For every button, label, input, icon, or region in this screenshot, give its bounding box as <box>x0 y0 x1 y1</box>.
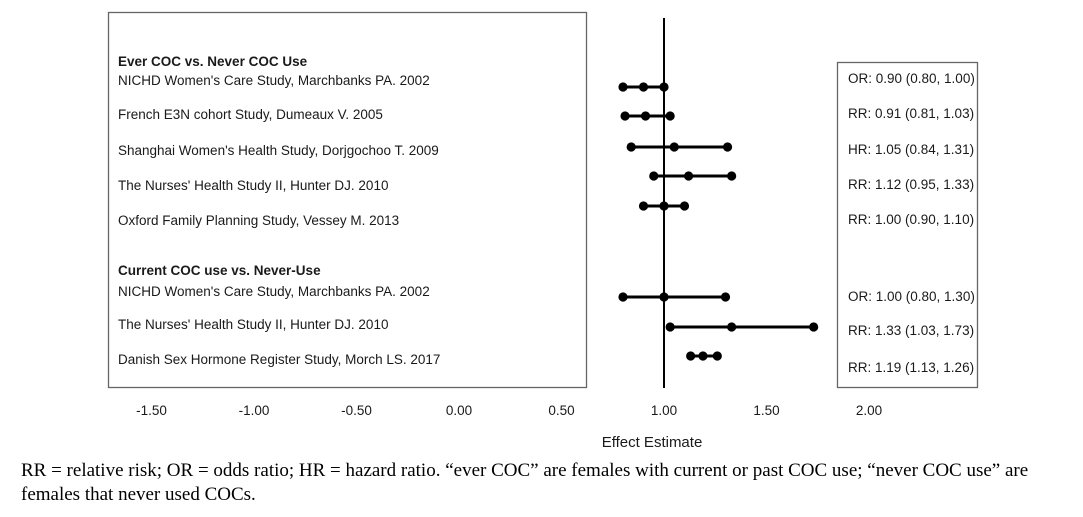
point-estimate <box>698 351 708 361</box>
ci-upper-point <box>727 171 737 181</box>
estimate-label: RR: 1.19 (1.13, 1.26) <box>848 360 974 375</box>
group-title: Current COC use vs. Never-Use <box>118 263 321 278</box>
point-estimate <box>669 142 679 152</box>
ci-upper-point <box>712 351 722 361</box>
ci-lower-point <box>618 292 628 302</box>
estimate-label: RR: 0.91 (0.81, 1.03) <box>848 106 974 121</box>
ci-lower-point <box>620 111 630 121</box>
x-axis-ticks: -1.50 -1.00 -0.50 0.00 0.50 1.00 1.50 2.00 <box>136 403 882 418</box>
x-axis-label: Effect Estimate <box>602 434 703 451</box>
ci-lower-point <box>649 171 659 181</box>
ci-lower-point <box>638 201 649 211</box>
ci-upper-point <box>720 292 731 302</box>
estimate-label: RR: 1.00 (0.90, 1.10) <box>848 212 974 227</box>
study-label: Danish Sex Hormone Register Study, Morch… <box>118 352 440 367</box>
estimate-label: HR: 1.05 (0.84, 1.31) <box>848 142 974 157</box>
ci-upper-point <box>679 201 690 211</box>
ci-upper-point <box>665 111 675 121</box>
study-label: Shanghai Women's Health Study, Dorjgocho… <box>118 143 439 158</box>
ci-lower-point <box>626 142 636 152</box>
ci-upper-point <box>809 322 819 332</box>
x-tick-label: 1.00 <box>651 403 677 418</box>
study-label: French E3N cohort Study, Dumeaux V. 2005 <box>118 107 383 122</box>
ci-lower-point <box>665 322 675 332</box>
confidence-intervals <box>618 82 819 361</box>
x-tick-label: -0.50 <box>341 403 372 418</box>
x-tick-label: -1.50 <box>136 403 167 418</box>
point-estimate <box>638 82 649 92</box>
figure-caption: RR = relative risk; OR = odds ratio; HR … <box>21 460 1029 505</box>
point-estimate <box>659 292 669 302</box>
study-label: The Nurses' Health Study II, Hunter DJ. … <box>118 178 388 193</box>
x-tick-label: 1.50 <box>753 403 779 418</box>
point-estimate <box>659 201 669 211</box>
estimate-text-box <box>836 61 979 389</box>
estimate-labels: OR: 0.90 (0.80, 1.00) RR: 0.91 (0.81, 1.0… <box>848 71 975 375</box>
x-tick-label: -1.00 <box>239 403 270 418</box>
ci-lower-point <box>618 82 628 92</box>
study-label: Oxford Family Planning Study, Vessey M. … <box>118 213 399 228</box>
x-tick-label: 0.00 <box>446 403 472 418</box>
estimate-label: RR: 1.33 (1.03, 1.73) <box>848 323 974 338</box>
study-label: The Nurses' Health Study II, Hunter DJ. … <box>118 317 388 332</box>
x-tick-label: 0.50 <box>548 403 574 418</box>
ci-upper-point <box>659 82 669 92</box>
group-title: Ever COC vs. Never COC Use <box>118 54 308 69</box>
estimate-label: OR: 1.00 (0.80, 1.30) <box>848 289 975 304</box>
point-estimate <box>727 322 737 332</box>
study-label: NICHD Women's Care Study, Marchbanks PA.… <box>118 284 430 299</box>
forest-plot: Ever COC vs. Never COC Use NICHD Women's … <box>107 11 979 451</box>
ci-lower-point <box>686 351 696 361</box>
estimate-label: OR: 0.90 (0.80, 1.00) <box>848 71 975 86</box>
study-labels: Ever COC vs. Never COC Use NICHD Women's … <box>118 54 440 367</box>
estimate-label: RR: 1.12 (0.95, 1.33) <box>848 177 974 192</box>
study-label: NICHD Women's Care Study, Marchbanks PA.… <box>118 73 430 88</box>
ci-upper-point <box>722 142 733 152</box>
point-estimate <box>640 111 651 121</box>
point-estimate <box>684 171 694 181</box>
x-tick-label: 2.00 <box>856 403 882 418</box>
study-label-box <box>107 11 588 389</box>
